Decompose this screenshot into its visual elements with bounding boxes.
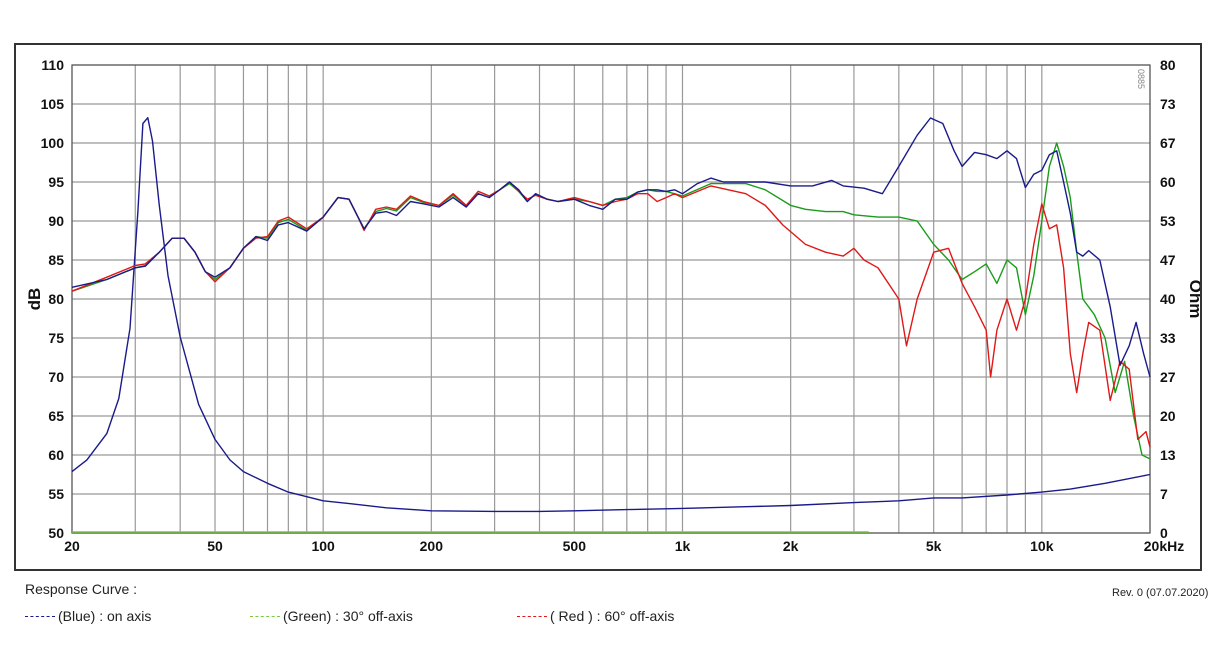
plot-area-border	[71, 64, 1151, 534]
y-right-axis-title: Ohm	[1186, 280, 1200, 319]
impedance-line	[71, 117, 1151, 513]
legend-label-blue: (Blue) : on axis	[58, 608, 152, 624]
revision-label: Rev. 0 (07.07.2020)	[1112, 587, 1209, 599]
y-left-tick-label: 85	[48, 252, 64, 268]
x-tick-label: 200	[420, 538, 444, 554]
legend-swatch-red	[517, 615, 547, 617]
y-left-tick-label: 60	[48, 447, 64, 463]
watermark-text: 0885	[1136, 69, 1146, 89]
y-left-tick-label: 65	[48, 408, 64, 424]
chart-svg: 1101051009590858075706560555080736760534…	[25, 57, 1200, 554]
x-tick-label: 500	[563, 538, 587, 554]
y-right-tick-label: 53	[1160, 213, 1176, 229]
y-left-tick-label: 110	[41, 57, 64, 73]
y-left-tick-label: 70	[48, 369, 64, 385]
y-left-tick-label: 50	[48, 525, 64, 541]
y-left-tick-label: 105	[41, 96, 65, 112]
y-right-tick-label: 27	[1160, 369, 1176, 385]
x-tick-label: 50	[207, 538, 223, 554]
y-right-tick-label: 40	[1160, 291, 1176, 307]
y-left-tick-label: 75	[48, 330, 64, 346]
y-left-axis-title: dB	[25, 288, 44, 311]
series-line-30deg	[71, 142, 1151, 460]
y-right-tick-label: 47	[1160, 252, 1176, 268]
x-tick-label: 100	[311, 538, 335, 554]
x-tick-label: 20kHz	[1144, 538, 1184, 554]
y-right-tick-label: 7	[1160, 486, 1168, 502]
x-tick-label: 20	[64, 538, 80, 554]
y-right-tick-label: 67	[1160, 135, 1176, 151]
y-left-tick-label: 80	[48, 291, 64, 307]
legend-item-blue: (Blue) : on axis	[25, 608, 151, 624]
y-left-tick-label: 95	[48, 174, 64, 190]
y-right-tick-label: 80	[1160, 57, 1176, 73]
y-right-tick-label: 0	[1160, 525, 1168, 541]
x-tick-label: 10k	[1030, 538, 1054, 554]
series-line-60deg	[71, 181, 1151, 448]
legend-item-green: (Green) : 30° off-axis	[250, 608, 413, 624]
x-tick-label: 5k	[926, 538, 942, 554]
legend-swatch-blue	[25, 615, 55, 617]
y-right-tick-label: 60	[1160, 174, 1176, 190]
y-right-tick-label: 33	[1160, 330, 1176, 346]
footer-title: Response Curve :	[25, 581, 138, 597]
y-left-tick-label: 55	[48, 486, 64, 502]
x-tick-label: 1k	[675, 538, 691, 554]
legend-label-red: ( Red ) : 60° off-axis	[550, 608, 675, 624]
x-tick-label: 2k	[783, 538, 799, 554]
legend-swatch-green	[250, 615, 280, 617]
y-left-tick-label: 90	[48, 213, 64, 229]
legend-label-green: (Green) : 30° off-axis	[283, 608, 413, 624]
legend-item-red: ( Red ) : 60° off-axis	[517, 608, 674, 624]
series-line-on-axis	[71, 117, 1151, 378]
y-right-tick-label: 13	[1160, 447, 1176, 463]
y-left-tick-label: 100	[41, 135, 65, 151]
chart-frame: 110 105 100 95 90 85 80 75 70 65 60 55 50 80 73 67 60 53 4…	[14, 43, 1202, 571]
y-right-tick-label: 20	[1160, 408, 1176, 424]
y-right-tick-label: 73	[1160, 96, 1176, 112]
